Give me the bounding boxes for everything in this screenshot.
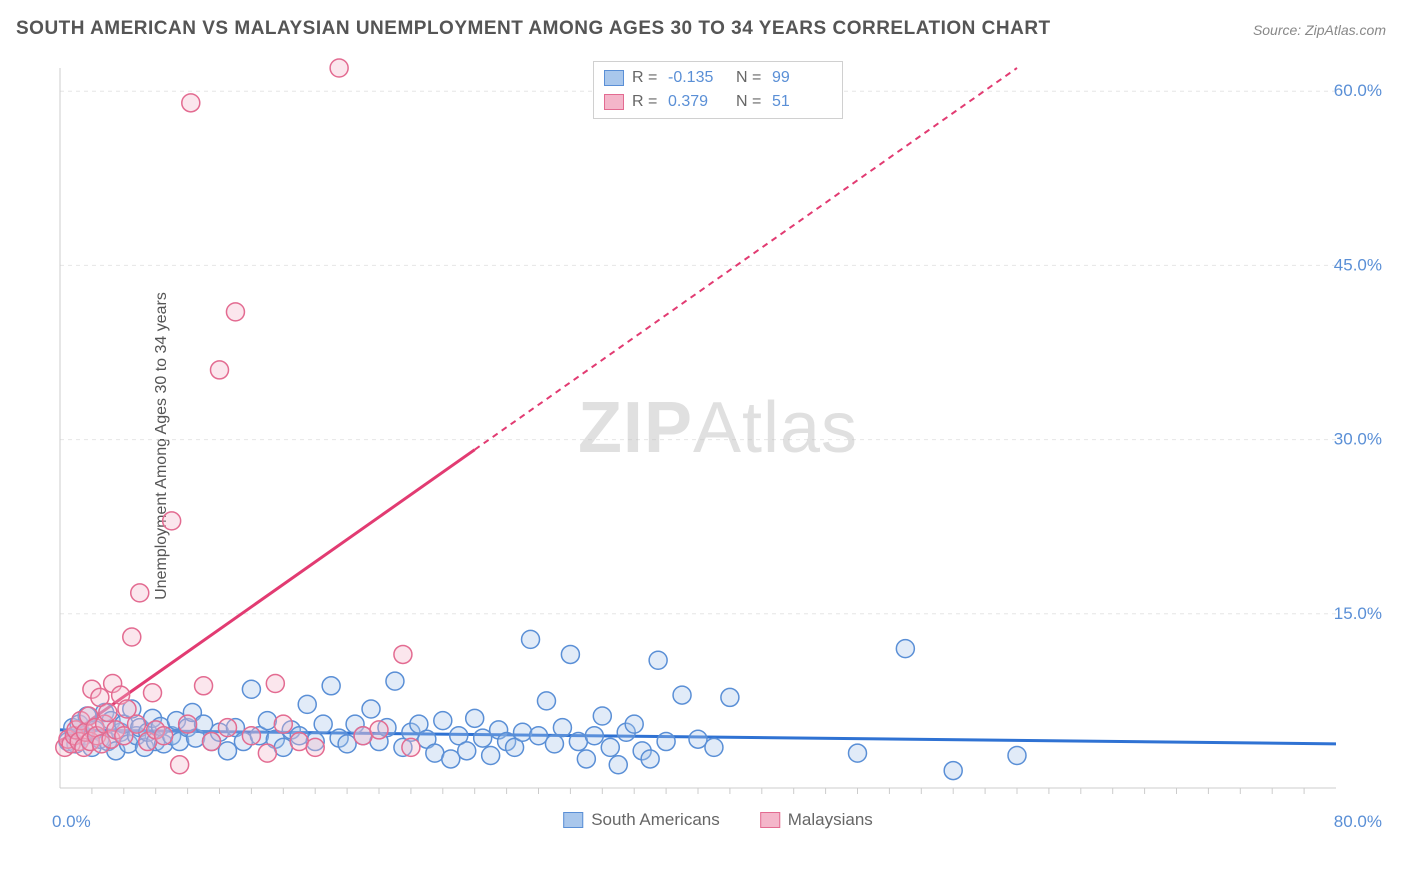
x-axis-min-label: 0.0% [52, 812, 91, 832]
legend-r-value: -0.135 [668, 69, 728, 87]
legend-correlation-row: R = 0.379 N = 51 [604, 90, 832, 114]
legend-n-value: 51 [772, 93, 832, 111]
svg-text:45.0%: 45.0% [1334, 255, 1382, 274]
legend-series-label: South Americans [591, 810, 720, 830]
chart-title: SOUTH AMERICAN VS MALAYSIAN UNEMPLOYMENT… [16, 18, 1051, 40]
legend-r-label: R = [632, 93, 660, 111]
chart-svg: 15.0% 30.0% 45.0% 60.0% [50, 58, 1386, 828]
legend-swatch [604, 70, 624, 86]
series-legend: South Americans Malaysians [563, 810, 873, 830]
legend-r-label: R = [632, 69, 660, 87]
legend-series-item: Malaysians [760, 810, 873, 830]
legend-correlation-row: R = -0.135 N = 99 [604, 66, 832, 90]
legend-n-label: N = [736, 93, 764, 111]
legend-n-value: 99 [772, 69, 832, 87]
svg-text:15.0%: 15.0% [1334, 604, 1382, 623]
legend-swatch [760, 812, 780, 828]
correlation-legend: R = -0.135 N = 99 R = 0.379 N = 51 [593, 61, 843, 119]
legend-swatch [604, 94, 624, 110]
legend-series-item: South Americans [563, 810, 720, 830]
svg-text:30.0%: 30.0% [1334, 430, 1382, 449]
legend-series-label: Malaysians [788, 810, 873, 830]
legend-r-value: 0.379 [668, 93, 728, 111]
x-axis-max-label: 80.0% [1334, 812, 1382, 832]
legend-n-label: N = [736, 69, 764, 87]
svg-text:60.0%: 60.0% [1334, 81, 1382, 100]
source-label: Source: ZipAtlas.com [1253, 22, 1386, 38]
legend-swatch [563, 812, 583, 828]
plot-area: 15.0%30.0%45.0%60.0% ZIPAtlas R =-0.135N… [50, 58, 1386, 828]
